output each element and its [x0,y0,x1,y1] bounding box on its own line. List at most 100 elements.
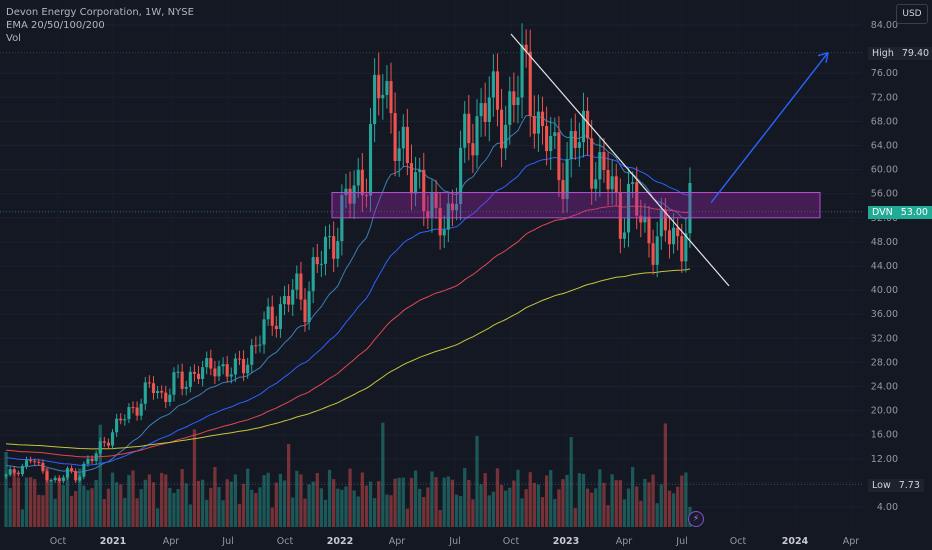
candle-body [389,81,393,114]
symbol-label: DVN [868,206,897,219]
candle-body [246,364,250,374]
candle-body [115,418,119,433]
volume-bar [680,475,684,527]
candle-body [401,126,405,149]
candle-body [639,215,643,223]
current-price-tag: DVN 53.00 [868,206,932,219]
candle-body [631,182,635,184]
currency-button[interactable]: USD [896,4,928,24]
price-tick-label: 4.00 [877,502,898,513]
volume-bar [622,499,627,527]
volume-bar [164,474,168,527]
candle-body [520,44,524,98]
volume-bar [532,483,536,527]
date-tick-label: 2024 [782,536,809,547]
candle-body [561,180,565,200]
candle-body [266,306,270,320]
candle-body [528,51,532,117]
candle-body [270,306,274,326]
price-tick-label: 60.00 [871,165,898,176]
volume-bar [430,471,434,527]
volume-bar [581,473,586,527]
volume-bar [557,489,561,527]
candle-body [393,113,397,162]
volume-bar [635,486,639,527]
candle-body [274,325,278,330]
candle-body [512,91,516,106]
candle-body [479,103,483,117]
candle-body [336,241,340,259]
volume-bar [151,482,156,527]
candlestick-series [4,23,692,484]
volume-bar [131,470,135,527]
candle-body [610,176,614,190]
low-value: 7.73 [894,479,924,492]
low-price-tag: Low 7.73 [868,479,924,492]
candle-body [168,394,172,402]
candle-body [242,358,246,374]
volume-bar [626,488,631,527]
low-label: Low [868,479,895,492]
candle-body [151,383,156,394]
candle-body [57,477,61,482]
price-tick-label: 64.00 [871,141,898,152]
date-tick-label: Jul [221,536,233,547]
candle-body [295,273,299,290]
volume-bar [65,472,70,527]
candle-body [516,97,520,106]
candle-body [53,477,57,481]
candle-body [332,236,336,259]
candle-body [590,138,594,189]
volume-bar [356,496,360,527]
price-tick-label: 72.00 [871,92,898,103]
price-tick-label: 84.00 [871,20,898,31]
ema-indicator-label[interactable]: EMA 20/50/100/200 [6,20,105,31]
volume-bar [24,477,29,527]
price-tick-label: 56.00 [871,189,898,200]
volume-bar [405,508,410,527]
volume-bar [659,484,663,527]
volume-bar [565,474,569,527]
price-axis[interactable]: 84.0076.0072.0068.0064.0060.0056.0052.00… [871,20,898,513]
candle-body [201,367,205,379]
volume-bar [442,477,446,527]
volume-bar [516,469,520,527]
volume-bar [229,481,233,527]
candle-body [102,441,106,443]
volume-bar [602,482,606,527]
candle-body [278,304,282,330]
candle-body [426,211,430,218]
date-tick-label: Apr [163,536,180,547]
volume-bar [307,484,311,527]
volume-bar [553,499,557,527]
volume-bar [676,486,680,527]
drawings[interactable] [331,33,829,287]
volume-indicator-label[interactable]: Vol [6,33,21,44]
candle-body [450,203,454,211]
candle-body [233,358,237,375]
volume-bar [422,497,426,527]
candle-body [663,210,667,231]
candle-body [250,345,254,365]
candle-body [299,273,303,300]
volume-bar [20,509,25,527]
symbol-title[interactable]: Devon Energy Corporation, 1W, NYSE [6,7,194,18]
lightning-icon[interactable]: ⚡ [688,511,704,527]
candle-body [487,97,491,122]
volume-bar [254,493,258,527]
candle-body [303,299,307,323]
candle-body [454,204,459,211]
volume-bar [225,479,229,527]
date-axis[interactable]: Oct 2021 Apr Jul Oct 2022 Apr Jul Oct 2023 Apr Jul O… [50,536,860,547]
volume-bar [639,500,643,527]
volume-bar [49,480,53,527]
volume-bar [360,472,364,527]
volume-bar [364,485,369,527]
candle-body [209,358,213,369]
volume-bar [205,499,209,527]
price-tick-label: 48.00 [871,237,898,248]
volume-bar [352,490,356,527]
candle-body [323,236,328,264]
candle-body [196,373,201,379]
